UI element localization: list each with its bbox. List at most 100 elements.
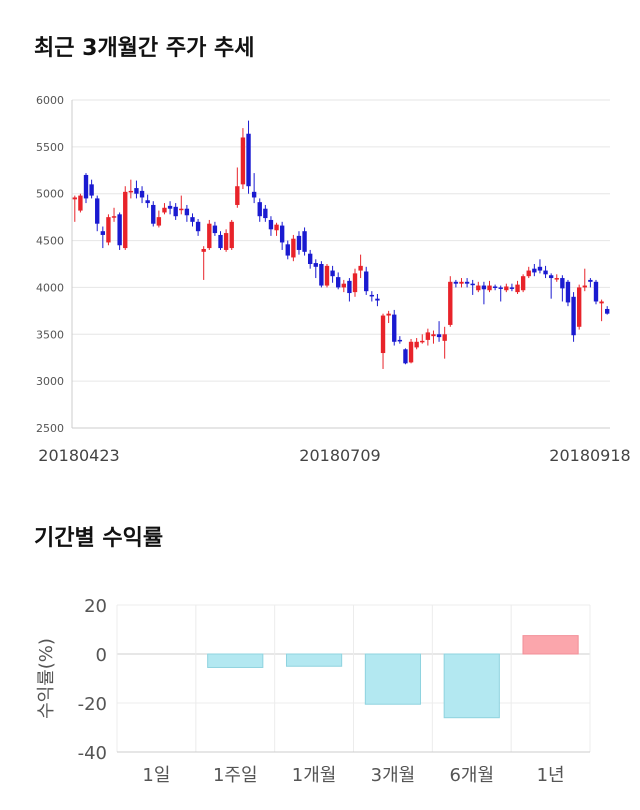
- candle-body: [89, 184, 94, 196]
- candle-body: [565, 281, 571, 303]
- candle-body: [431, 334, 436, 337]
- candle-body: [375, 298, 380, 301]
- return-y-axis-label: 수익률(%): [36, 638, 57, 719]
- candle-body: [285, 244, 290, 256]
- candle-body: [448, 281, 453, 325]
- candle-body: [117, 214, 122, 246]
- candle-body: [179, 208, 184, 211]
- candle-body: [307, 253, 313, 264]
- candle-body: [364, 271, 369, 292]
- candle-body: [532, 268, 537, 273]
- candle-body: [263, 208, 268, 219]
- candle-body: [526, 270, 531, 277]
- candle-body: [380, 315, 386, 354]
- return-x-category-label: 1주일: [213, 765, 258, 786]
- candle-body: [347, 280, 352, 294]
- price-y-tick-label: 4000: [36, 281, 64, 294]
- candle-body: [145, 200, 150, 204]
- return-x-category-label: 1일: [142, 765, 170, 786]
- return-x-category-label: 1개월: [292, 765, 337, 786]
- candle-body: [123, 191, 128, 249]
- candle-body: [251, 191, 257, 198]
- candle-body: [100, 231, 106, 235]
- candle-body: [352, 273, 358, 293]
- candle-body: [95, 198, 100, 224]
- candle-body: [476, 285, 481, 291]
- candle-body: [453, 281, 459, 284]
- candle-body: [436, 334, 442, 338]
- candle-body: [571, 296, 576, 336]
- candle-body: [341, 283, 346, 288]
- candle-body: [257, 202, 262, 217]
- price-chart-title: 최근 3개월간 주가 추세: [34, 36, 255, 61]
- candle-body: [291, 238, 296, 258]
- candle-body: [504, 286, 509, 291]
- candle-body: [274, 224, 279, 231]
- candle-body: [548, 275, 554, 279]
- candle-body: [576, 287, 582, 327]
- candle-body: [425, 332, 431, 340]
- candle-body: [487, 285, 492, 291]
- candle-body: [128, 190, 134, 193]
- return-y-tick-label: 0: [96, 645, 107, 666]
- price-y-tick-label: 3000: [36, 375, 64, 388]
- candle-body: [296, 235, 302, 250]
- candle-body: [599, 301, 604, 304]
- candle-body: [83, 174, 89, 199]
- candle-body: [582, 285, 587, 288]
- candle-body: [403, 349, 408, 364]
- candle-body: [464, 281, 470, 284]
- candle-body: [240, 137, 246, 185]
- candle-body: [184, 208, 190, 216]
- price-y-tick-label: 5500: [36, 141, 64, 154]
- candle-body: [459, 281, 464, 284]
- candle-body: [190, 217, 195, 222]
- candle-body: [156, 217, 162, 226]
- candle-body: [134, 188, 139, 194]
- candle-body: [207, 223, 212, 249]
- return-x-category-label: 3개월: [371, 765, 416, 786]
- price-candlestick-chart: 2500 3000 3500 4000 4500 5000 5500 6000 20180423…: [36, 94, 631, 465]
- return-bar: [364, 653, 422, 705]
- return-bar: [285, 653, 343, 667]
- candle-body: [246, 133, 251, 187]
- return-bar: [522, 635, 579, 655]
- candle-body: [509, 287, 515, 289]
- candle-body: [218, 234, 223, 249]
- candle-body: [78, 195, 83, 211]
- candle-body: [223, 233, 229, 250]
- candle-body: [408, 341, 414, 363]
- price-y-tick-label: 6000: [36, 94, 64, 107]
- candle-body: [442, 334, 447, 341]
- return-x-category-label: 6개월: [449, 765, 494, 786]
- return-bar: [207, 653, 264, 668]
- candle-body: [268, 219, 274, 230]
- candle-body: [420, 340, 425, 343]
- candle-body: [358, 265, 363, 271]
- candle-body: [229, 221, 234, 249]
- candle-body: [414, 341, 419, 348]
- candle-body: [543, 270, 548, 275]
- price-y-tick-label: 5000: [36, 188, 64, 201]
- candle-body: [195, 221, 201, 232]
- candle-body: [319, 264, 324, 286]
- candle-body: [324, 265, 330, 286]
- candle-body: [492, 286, 498, 288]
- price-x-date-label: 20180918: [549, 446, 630, 465]
- return-x-category-label: 1년: [537, 765, 565, 786]
- return-y-tick-label: -40: [78, 743, 107, 764]
- return-y-tick-label: -20: [78, 694, 107, 715]
- candle-body: [173, 206, 178, 217]
- price-x-date-label: 20180423: [38, 446, 119, 465]
- candle-body: [72, 197, 77, 200]
- candle-body: [106, 217, 111, 243]
- candle-body: [212, 225, 218, 234]
- candle-body: [167, 205, 173, 209]
- return-bar: [443, 653, 500, 719]
- return-chart-title: 기간별 수익률: [34, 526, 164, 551]
- candle-body: [554, 278, 559, 280]
- return-bar-chart: 20 0 -20 -40 1일 1주일 1개월 3개월 6개월 1년 수익률(%): [36, 596, 591, 786]
- candle-body: [537, 266, 543, 271]
- candle-body: [470, 283, 475, 286]
- candle-body: [302, 231, 307, 252]
